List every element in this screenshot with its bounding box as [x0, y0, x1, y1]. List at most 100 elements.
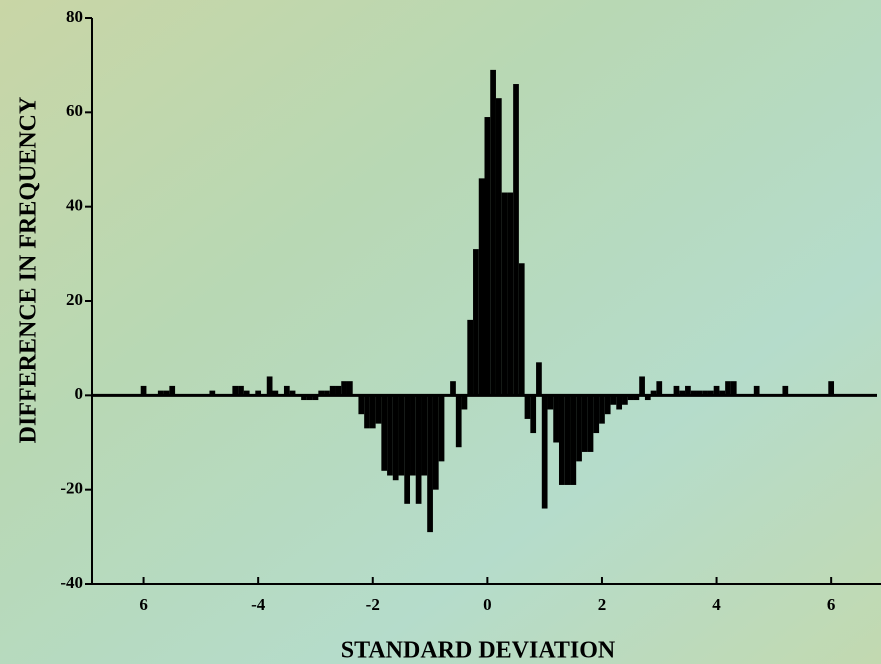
bar: [610, 395, 617, 405]
bar: [289, 390, 296, 396]
bar: [553, 395, 559, 443]
bar: [702, 390, 708, 396]
bar: [644, 395, 651, 401]
x-tick-label: -2: [366, 595, 380, 614]
x-tick-label: 4: [712, 595, 721, 614]
bar: [306, 395, 313, 401]
x-tick-label: 2: [598, 595, 607, 614]
bar: [581, 395, 588, 452]
bar: [255, 390, 262, 396]
bar: [673, 385, 680, 396]
y-tick-label: 20: [66, 290, 83, 309]
bar: [507, 192, 514, 396]
bar: [272, 390, 279, 396]
bar: [427, 395, 433, 533]
bar: [518, 263, 525, 396]
bar: [455, 395, 462, 448]
bar: [232, 385, 239, 396]
bar: [387, 395, 393, 476]
bar: [169, 385, 176, 396]
bar: [364, 395, 370, 429]
bar: [467, 319, 474, 396]
bar: [576, 395, 582, 462]
bar: [536, 362, 542, 396]
bar: [570, 395, 577, 485]
bar: [696, 390, 703, 396]
bar: [725, 381, 731, 396]
bar: [421, 395, 428, 476]
bar: [690, 390, 697, 396]
bar: [547, 395, 554, 410]
bar: [558, 395, 565, 485]
bar: [243, 390, 250, 396]
bar: [713, 385, 720, 396]
bar: [346, 381, 353, 396]
bar: [622, 395, 628, 405]
bar: [358, 395, 365, 415]
bar: [730, 381, 737, 396]
y-tick-label: -20: [60, 479, 83, 498]
bar: [484, 117, 491, 396]
x-tick-label: 0: [483, 595, 492, 614]
bar: [375, 395, 382, 424]
y-tick-label: 0: [75, 384, 84, 403]
y-tick-label: 40: [66, 196, 83, 215]
bar: [495, 98, 502, 396]
y-tick-label: -40: [60, 573, 83, 592]
bar: [587, 395, 594, 452]
bar: [633, 395, 640, 401]
bar: [719, 390, 726, 396]
bar: [283, 385, 290, 396]
bar: [461, 395, 468, 410]
bar: [415, 395, 422, 504]
x-tick-label: -4: [251, 595, 266, 614]
bar: [369, 395, 376, 429]
x-axis-title: STANDARD DEVIATION: [341, 638, 616, 664]
bar: [410, 395, 416, 476]
bar: [524, 395, 531, 419]
bar: [404, 395, 411, 504]
bar: [627, 395, 634, 401]
bar: [398, 395, 405, 476]
bar: [438, 395, 445, 462]
bar: [782, 385, 789, 396]
bar: [828, 381, 835, 396]
bar: [238, 385, 244, 396]
bar: [599, 395, 605, 424]
bar: [450, 381, 456, 396]
bar: [335, 385, 342, 396]
bar: [593, 395, 600, 434]
bar: [639, 376, 645, 396]
bar: [707, 390, 714, 396]
bar: [140, 385, 147, 396]
bar: [679, 390, 686, 396]
bar: [530, 395, 537, 434]
bar: [301, 395, 307, 401]
bar: [318, 390, 325, 396]
bar: [392, 395, 399, 481]
bar: [656, 381, 663, 396]
bar: [616, 395, 623, 410]
x-tick-label: 6: [139, 595, 148, 614]
bar: [209, 390, 216, 396]
bar: [473, 249, 479, 396]
bar: [432, 395, 439, 490]
bar: [490, 69, 496, 396]
bar: [266, 376, 273, 396]
y-tick-label: 60: [66, 101, 83, 120]
bar: [163, 390, 170, 396]
bar: [501, 192, 508, 396]
y-tick-label: 80: [66, 7, 83, 26]
y-axis-title: DIFFERENCE IN FREQUENCY: [16, 97, 42, 444]
bar: [541, 395, 548, 509]
bar: [478, 178, 485, 396]
bar: [329, 385, 336, 396]
bar: [513, 84, 519, 396]
bar: [604, 395, 611, 415]
bar: [312, 395, 319, 401]
bar: [753, 385, 760, 396]
bar: [685, 385, 691, 396]
